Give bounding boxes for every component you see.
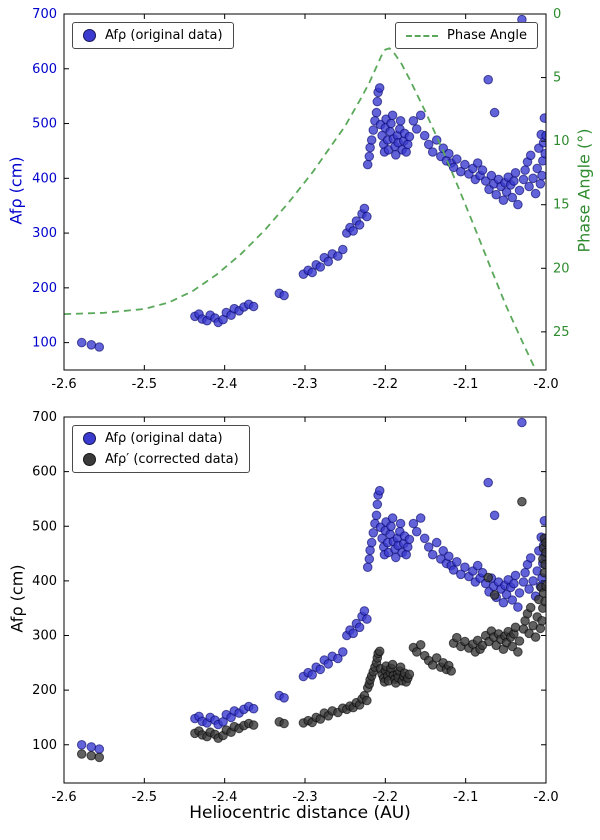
x-tick-label: -2.1 bbox=[453, 377, 478, 392]
x-tick-label: -2.6 bbox=[51, 790, 76, 805]
y-left-tick-label: 600 bbox=[32, 465, 57, 480]
y-left-tick-label: 700 bbox=[32, 410, 57, 425]
x-tick-label: -2.5 bbox=[132, 377, 157, 392]
x-tick-label: -2.5 bbox=[132, 790, 157, 805]
blue-scatter-marker-icon bbox=[83, 432, 96, 445]
legend-label-original: Afρ (original data) bbox=[105, 28, 223, 43]
x-tick-label: -2.2 bbox=[373, 377, 398, 392]
x-tick-label: -2.4 bbox=[212, 377, 237, 392]
plot-area bbox=[76, 417, 546, 763]
legend-label-phase-angle: Phase Angle bbox=[447, 28, 527, 43]
black-scatter-marker-icon bbox=[83, 453, 96, 466]
plot-area bbox=[64, 14, 546, 370]
y-left-tick-label: 300 bbox=[32, 226, 57, 241]
legend-bottom: Afρ (original data) Afρ′ (corrected data… bbox=[72, 425, 250, 473]
legend-entry-original-bottom: Afρ (original data) bbox=[83, 431, 239, 446]
legend-entry-original: Afρ (original data) bbox=[83, 28, 223, 43]
y-left-tick-label: 700 bbox=[32, 7, 57, 22]
x-axis-label: Heliocentric distance (AU) bbox=[189, 803, 411, 823]
scatter-series-1 bbox=[76, 496, 546, 763]
x-tick-label: -2.4 bbox=[212, 790, 237, 805]
top-right-y-axis-label: Phase Angle (°) bbox=[574, 128, 594, 253]
tick-marks bbox=[63, 13, 547, 370]
y-left-tick-label: 200 bbox=[32, 683, 57, 698]
phase-angle-line bbox=[64, 47, 537, 370]
y-left-tick-label: 400 bbox=[32, 574, 57, 589]
top-y-axis-label: Afρ (cm) bbox=[6, 156, 26, 225]
x-tick-label: -2.6 bbox=[51, 377, 76, 392]
y-left-tick-label: 300 bbox=[32, 629, 57, 644]
scatter-series-0 bbox=[76, 14, 546, 352]
legend-label-original-bottom: Afρ (original data) bbox=[105, 431, 223, 446]
y-right-tick-label: 10 bbox=[553, 134, 570, 149]
y-right-tick-label: 25 bbox=[553, 325, 570, 340]
bottom-y-axis-label: Afρ (cm) bbox=[7, 564, 27, 633]
dashed-line-marker-icon bbox=[406, 34, 439, 37]
legend-top-right: Phase Angle bbox=[395, 22, 538, 49]
y-right-tick-label: 20 bbox=[553, 261, 570, 276]
x-tick-label: -2.3 bbox=[292, 377, 317, 392]
y-left-tick-label: 500 bbox=[32, 117, 57, 132]
x-tick-label: -2.1 bbox=[453, 790, 478, 805]
x-tick-label: -2.0 bbox=[533, 377, 558, 392]
y-left-tick-label: 600 bbox=[32, 62, 57, 77]
x-tick-label: -2.0 bbox=[533, 790, 558, 805]
legend-entry-phase-angle: Phase Angle bbox=[406, 28, 527, 43]
y-right-tick-label: 15 bbox=[553, 198, 570, 213]
tick-marks bbox=[63, 416, 547, 783]
legend-label-corrected: Afρ′ (corrected data) bbox=[105, 452, 239, 467]
blue-scatter-marker-icon bbox=[83, 29, 96, 42]
legend-entry-corrected: Afρ′ (corrected data) bbox=[83, 452, 239, 467]
x-tick-label: -2.3 bbox=[292, 790, 317, 805]
x-tick-label: -2.2 bbox=[373, 790, 398, 805]
y-right-tick-label: 5 bbox=[553, 71, 561, 86]
y-left-tick-label: 100 bbox=[32, 738, 57, 753]
legend-top-left: Afρ (original data) bbox=[72, 22, 234, 49]
top-panel-chart: -2.6 -2.5 -2.4 -2.3 -2.2 -2.1 -2.0100200300400… bbox=[32, 7, 570, 392]
y-left-tick-label: 200 bbox=[32, 281, 57, 296]
y-left-tick-label: 500 bbox=[32, 519, 57, 534]
y-left-tick-label: 100 bbox=[32, 336, 57, 351]
bottom-panel-chart: -2.6 -2.5 -2.4 -2.3 -2.2 -2.1 -2.0 100 200 300 400… bbox=[32, 410, 559, 805]
y-right-tick-label: 0 bbox=[553, 7, 561, 22]
y-left-tick-label: 400 bbox=[32, 171, 57, 186]
